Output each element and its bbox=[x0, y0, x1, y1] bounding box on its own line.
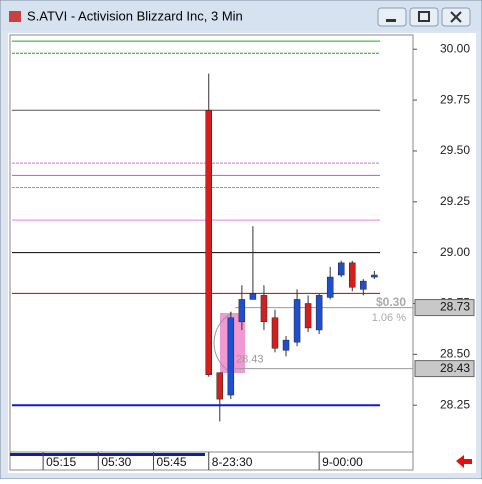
scroll-arrow[interactable] bbox=[456, 455, 472, 468]
x-tick-label: 9-00:00 bbox=[322, 455, 363, 469]
x-tick-label: 05:45 bbox=[157, 455, 187, 469]
app-icon bbox=[9, 11, 21, 22]
x-tick-label: 05:15 bbox=[46, 455, 76, 469]
scroll-indicator[interactable] bbox=[10, 453, 205, 456]
y-tick-label: 28.25 bbox=[440, 397, 470, 411]
close-button[interactable] bbox=[441, 7, 471, 27]
price-note: 28.43 bbox=[236, 354, 264, 366]
candle-body bbox=[326, 276, 334, 298]
candle-body bbox=[249, 293, 257, 300]
x-axis-bar bbox=[9, 451, 414, 471]
y-tick-label: 29.50 bbox=[440, 143, 470, 157]
maximize-button[interactable] bbox=[409, 7, 439, 27]
candle-body bbox=[315, 295, 323, 331]
minimize-button[interactable] bbox=[377, 7, 407, 27]
y-tick-label: 28.50 bbox=[440, 347, 470, 361]
candle-body bbox=[349, 262, 356, 288]
candle-body bbox=[216, 372, 224, 400]
candle-body bbox=[238, 299, 246, 323]
change-percent: 1.06 % bbox=[372, 312, 406, 324]
candle-body bbox=[227, 317, 235, 396]
candle-body bbox=[371, 274, 378, 278]
y-tick-label: 29.00 bbox=[440, 245, 470, 259]
price-box bbox=[414, 299, 475, 317]
y-tick-label: 29.25 bbox=[440, 194, 470, 208]
change-amount: $0.30 bbox=[376, 295, 406, 309]
candle-body bbox=[282, 339, 290, 351]
candle-body bbox=[293, 299, 301, 343]
candle-body bbox=[304, 303, 312, 329]
price-marker-label: 28.73 bbox=[440, 300, 470, 314]
candle-body bbox=[260, 295, 268, 323]
y-tick-label: 30.00 bbox=[440, 41, 470, 55]
y-tick-label: 29.75 bbox=[440, 92, 470, 106]
candle-body bbox=[271, 317, 279, 349]
x-tick-label: 05:30 bbox=[101, 455, 131, 469]
candle-body bbox=[205, 110, 212, 375]
price-box bbox=[414, 360, 475, 378]
window-title: S.ATVI - Activision Blizzard Inc, 3 Min bbox=[27, 8, 243, 23]
x-tick-label: 8-23:30 bbox=[212, 455, 253, 469]
measure-arc bbox=[213, 312, 233, 374]
candle-body bbox=[337, 262, 345, 276]
candle-body bbox=[360, 280, 367, 290]
price-marker-label: 28.43 bbox=[440, 361, 470, 375]
